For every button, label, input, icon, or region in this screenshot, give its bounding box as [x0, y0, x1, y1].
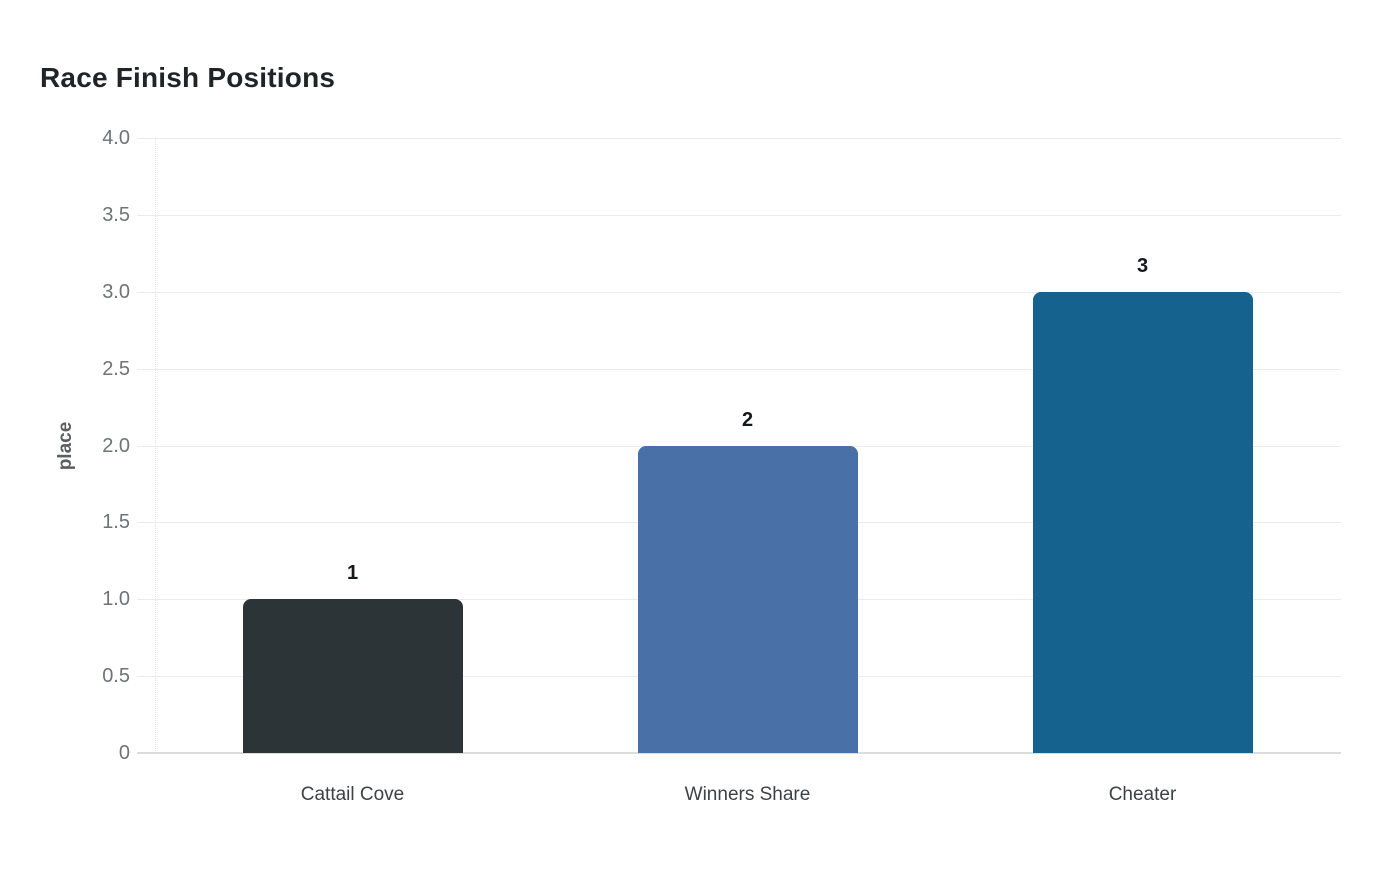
y-tick-label: 0: [118, 742, 130, 764]
y-gridline: [137, 291, 1341, 293]
y-tick-label: 4.0: [102, 127, 130, 149]
bar-cheater: [1032, 291, 1253, 753]
x-category-label: Cheater: [1108, 784, 1177, 805]
y-tick-label: 3.0: [102, 280, 130, 303]
y-tick-label: 3.5: [102, 203, 130, 226]
x-category-label: Winners Share: [684, 784, 811, 805]
bar-value-label: 1: [346, 562, 359, 585]
bar-value-label: 3: [1136, 254, 1149, 277]
x-category-label: Cattail Cove: [300, 784, 405, 805]
y-tick-label: 2.5: [102, 357, 130, 380]
y-tick-label: 2.0: [102, 434, 130, 457]
y-tick-label: 0.5: [102, 665, 130, 688]
y-axis-line: [155, 138, 156, 753]
y-gridline: [137, 138, 1341, 139]
y-gridline: [137, 214, 1341, 216]
bar-cattail-cove: [242, 599, 463, 753]
y-tick-label: 1.5: [102, 511, 130, 534]
bar-value-label: 2: [741, 408, 754, 431]
y-gridline: [137, 368, 1341, 370]
y-gridline: [137, 752, 1341, 754]
y-tick-label: 1.0: [102, 588, 130, 611]
bar-winners-share: [637, 445, 858, 753]
chart-title: Race Finish Positions: [40, 62, 336, 93]
